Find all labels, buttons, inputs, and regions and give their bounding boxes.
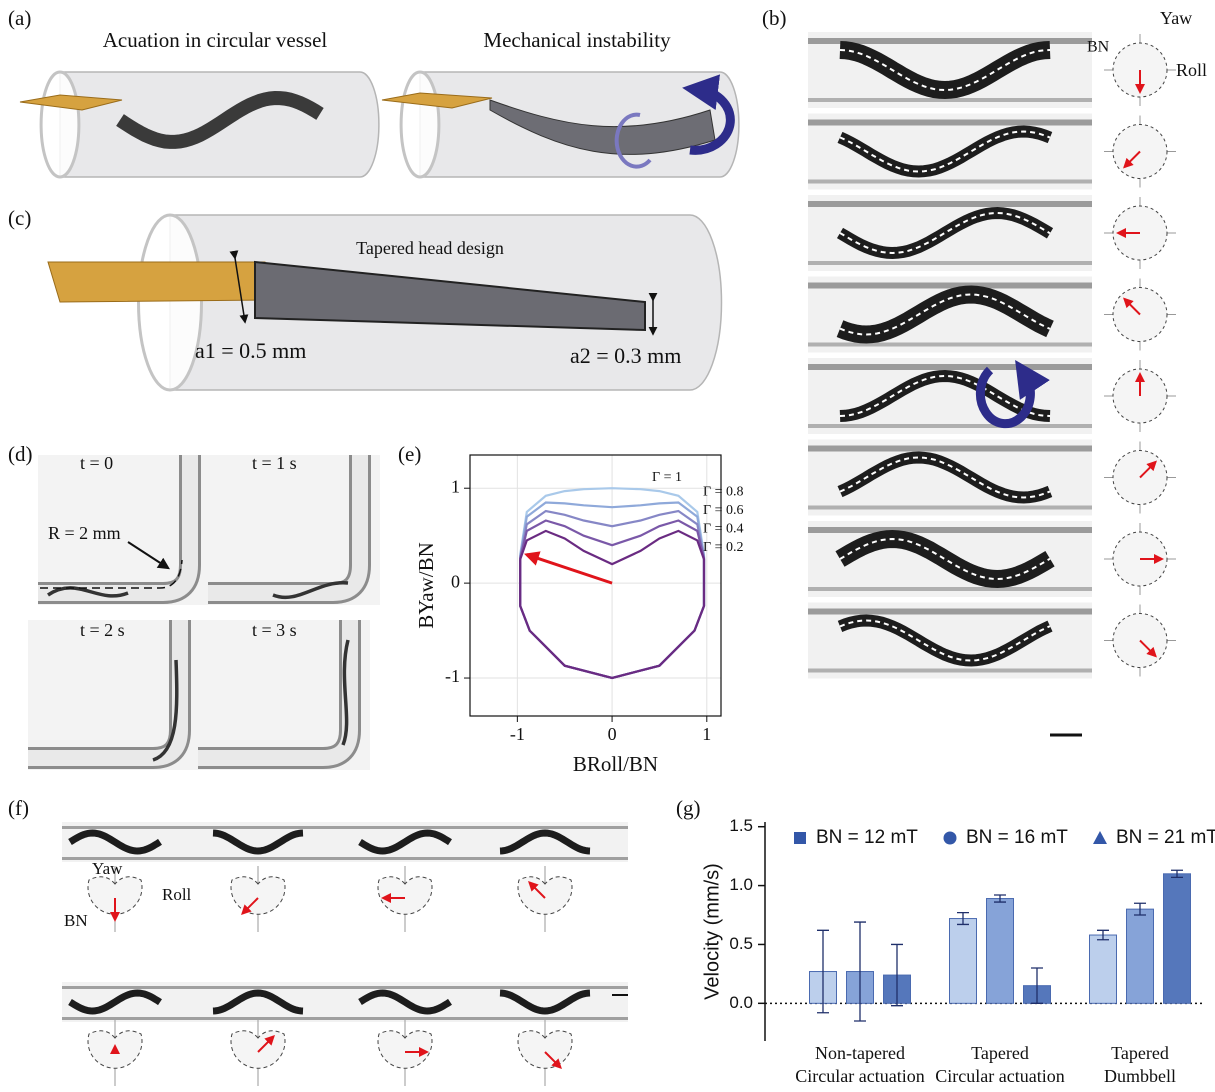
field-label: BN [1087,39,1110,56]
vessel-wall [62,1017,628,1020]
panel-label: (f) [8,796,29,820]
vessel-wall [808,343,1092,347]
bar [987,899,1014,1004]
roll-label: Roll [162,885,192,904]
y-axis-label: Velocity (mm/s) [701,863,723,1000]
dimension-label: a2 = 0.3 mm [570,343,681,368]
y-tick-label: 0.5 [729,934,753,953]
vessel-wall [808,180,1092,184]
page: { "panel_labels": ["(a)", "(b)", "(c)", … [0,0,1215,1092]
dimension-label: a1 = 0.5 mm [195,338,306,363]
legend-marker [944,832,957,845]
plot-frame [470,455,721,716]
vessel-wall [62,857,628,860]
vessel-wall [808,669,1092,673]
vessel-wall [808,120,1092,126]
curve-label: Γ = 0.4 [703,522,744,537]
x-tick-label: TaperedDumbbell [1104,1043,1176,1086]
x-tick-label: -1 [510,724,525,744]
x-axis-label: BRoll/BN [573,752,658,776]
vessel-wall [808,201,1092,207]
vessel-wall [62,986,628,989]
y-tick-label: 1.0 [729,875,753,894]
figure: (a) (b) (c) (d) (e) (f) (g) Acuation in … [0,0,1215,1092]
y-tick-label: 1.5 [729,816,753,835]
panel-title: Mechanical instability [483,28,671,52]
bar [1164,874,1191,1004]
legend-marker [1093,831,1107,844]
panel-label: (d) [8,442,33,466]
vessel-wall [808,261,1092,265]
time-label: t = 0 [80,453,113,473]
vessel-wall [808,527,1092,533]
curve-label: Γ = 0.8 [703,485,744,500]
field-label: BN [64,911,88,930]
vessel-wall [808,364,1092,370]
bar [1127,909,1154,1003]
design-label: Tapered head design [356,238,504,258]
radius-label: R = 2 mm [48,523,121,543]
curve-label: Γ = 1 [652,470,682,485]
legend-label: BN = 16 mT [966,827,1068,848]
y-tick-label: -1 [445,666,460,686]
panel-label: (e) [398,442,421,466]
panel-label: (c) [8,206,31,230]
vessel-wall [808,424,1092,428]
time-label: t = 3 s [252,620,297,640]
legend-label: BN = 21 mT [1116,827,1215,848]
y-tick-label: 1 [451,476,460,496]
bar [1090,935,1117,1003]
vessel-wall [808,506,1092,510]
panel-label: (b) [762,6,787,30]
time-label: t = 1 s [252,453,297,473]
roll-label: Roll [1176,60,1207,80]
panel-label: (a) [8,6,31,30]
y-tick-label: 0 [451,571,460,591]
panel-label: (g) [676,796,701,820]
vessel-wall [62,826,628,829]
vessel-opening [139,215,202,390]
time-label: t = 2 s [80,620,125,640]
vessel-wall [808,446,1092,452]
y-axis-label: BYaw/BN [414,542,438,629]
vessel-opening [41,72,79,177]
vessel-wall [808,587,1092,591]
vessel-opening [401,72,439,177]
panel-title: Acuation in circular vessel [103,28,328,52]
legend-marker [794,832,806,844]
curve-label: Γ = 0.2 [703,540,744,555]
x-tick-label: 1 [702,724,711,744]
bar [950,919,977,1004]
y-tick-label: 0.0 [729,993,753,1012]
yaw-label: Yaw [1160,8,1192,28]
x-tick-label: 0 [608,724,617,744]
vessel-wall [808,283,1092,289]
yaw-label: Yaw [92,859,123,878]
vessel-wall [808,609,1092,615]
legend-label: BN = 12 mT [816,827,918,848]
curve-label: Γ = 0.6 [703,503,744,518]
